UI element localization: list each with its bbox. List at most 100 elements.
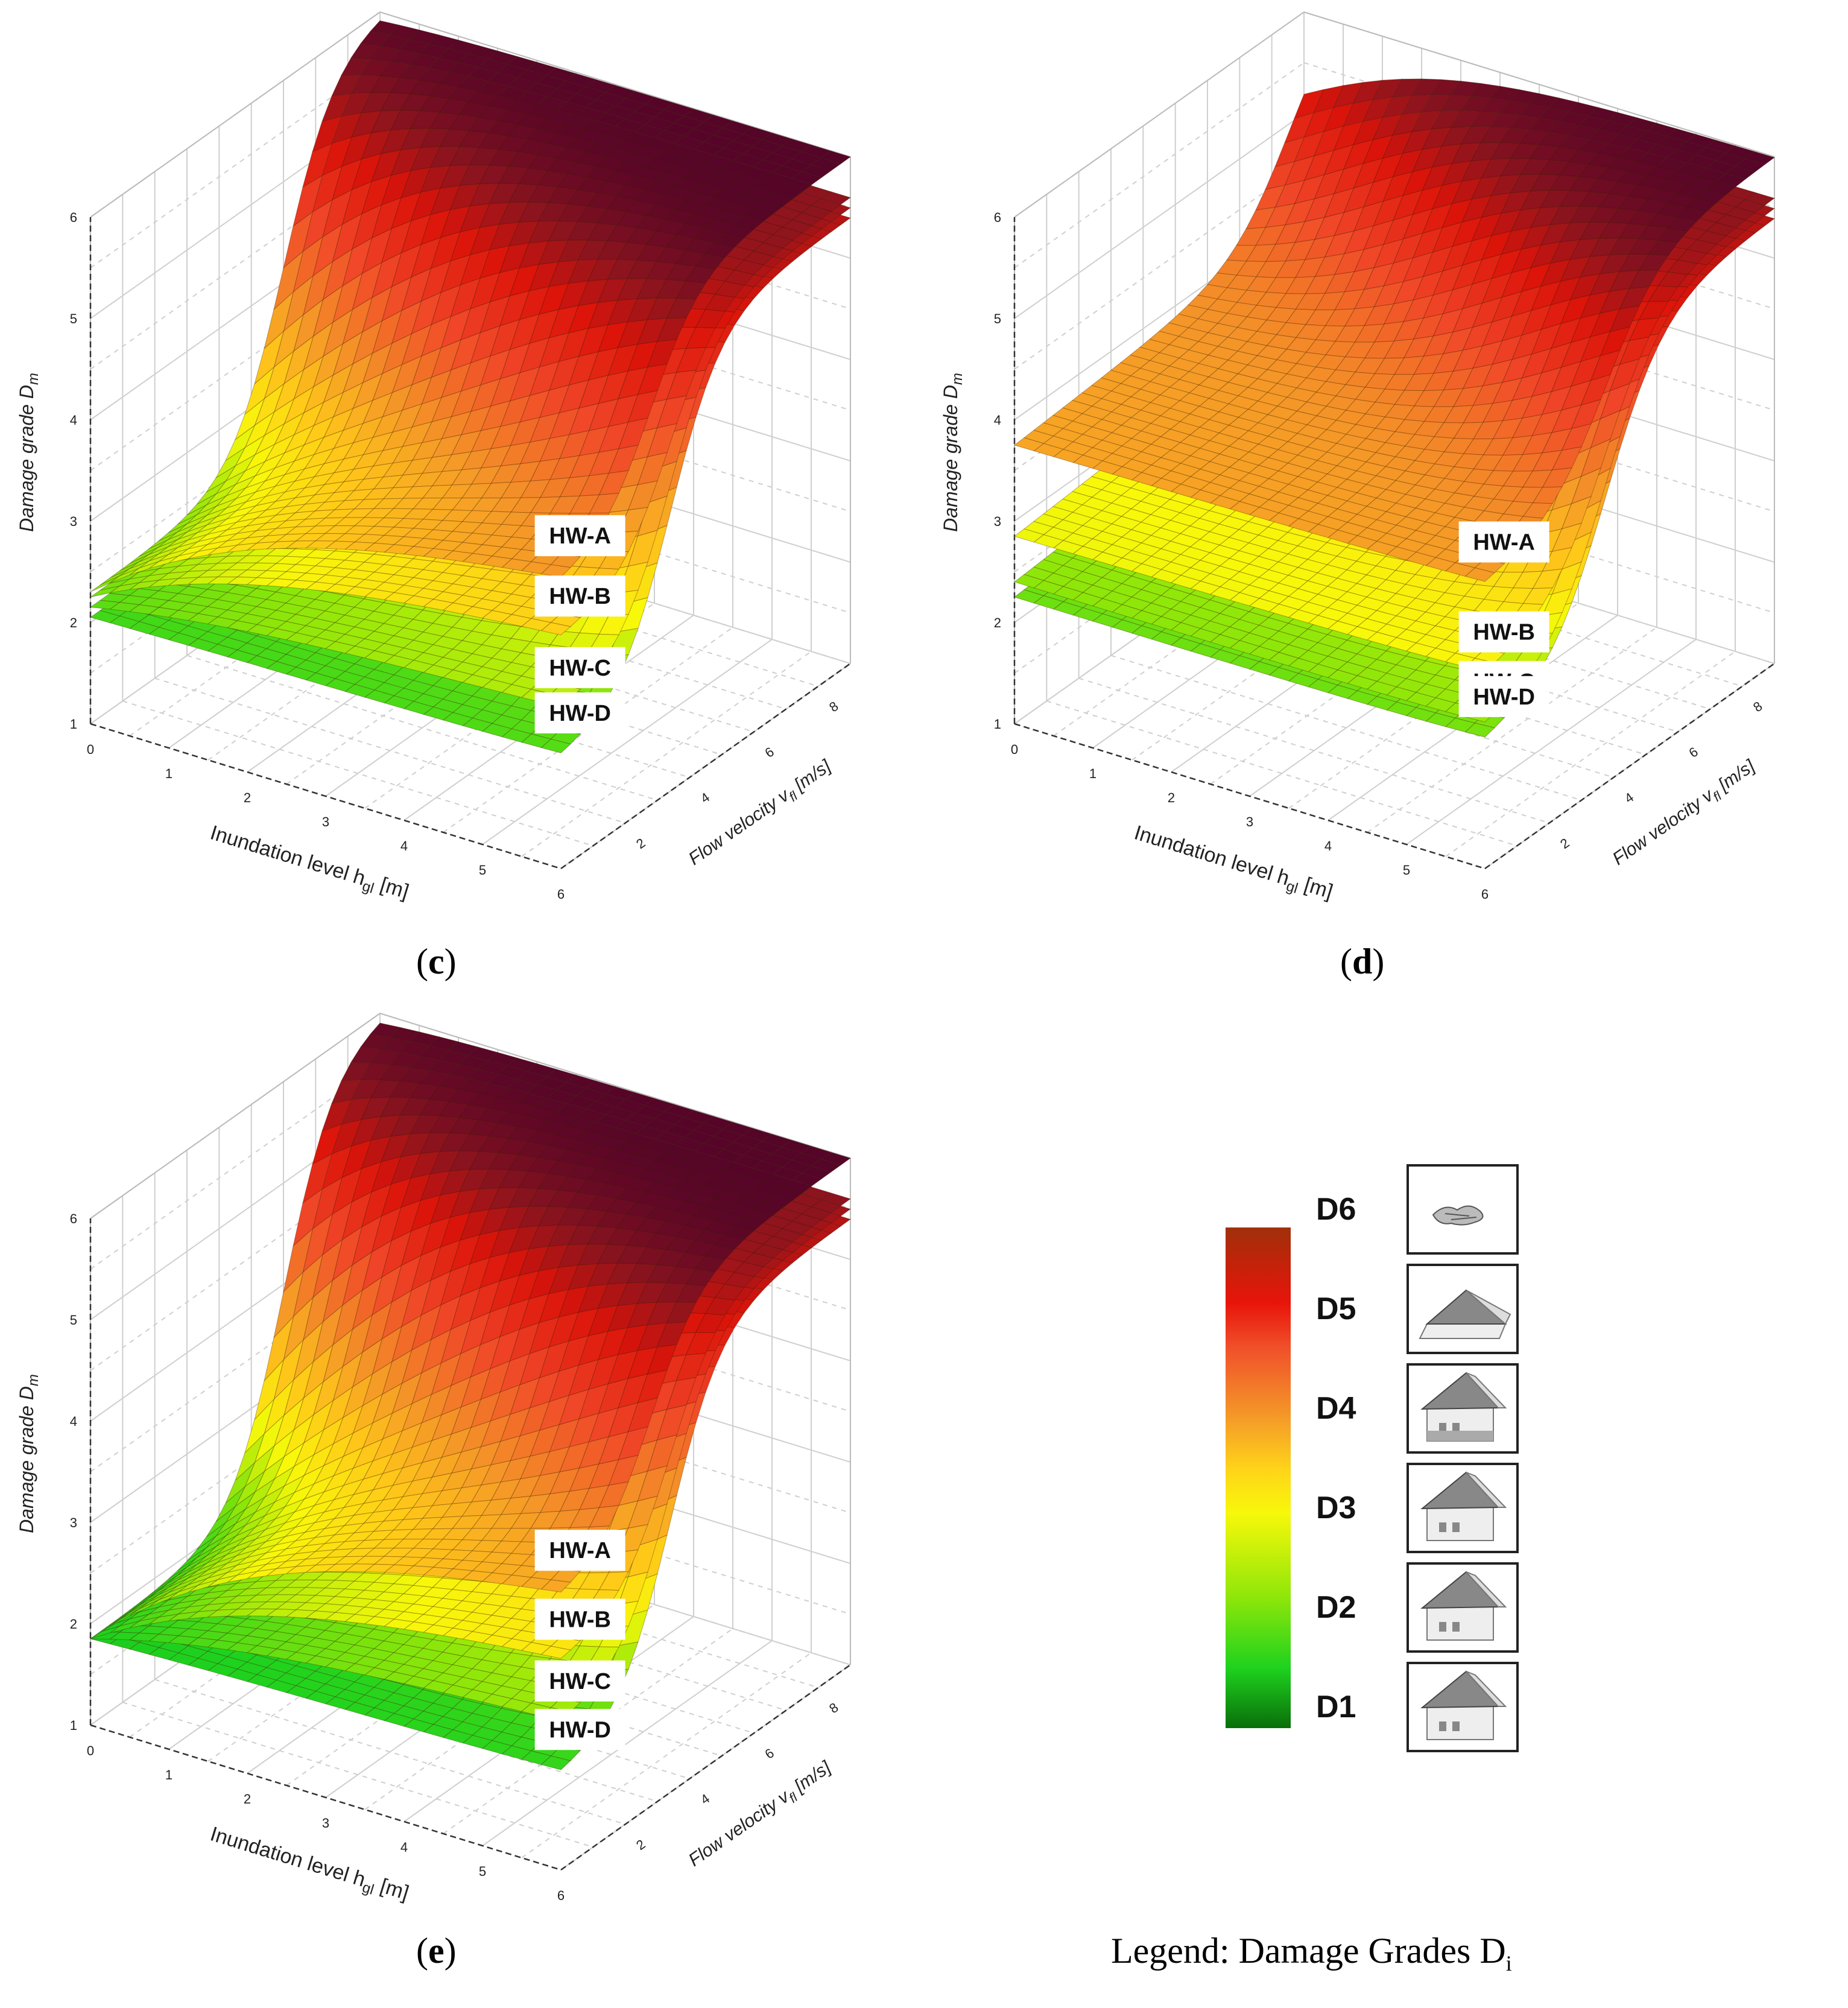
chart-panel-d: HW-AHW-BHW-CHW-D12345601234562468Damage … [924,0,1848,1001]
z-tick-label: 1 [70,717,77,732]
surface-label-hw-a: HW-A [1458,521,1549,563]
y-tick-label: 2 [1557,835,1572,852]
x-tick-label: 5 [479,1864,486,1879]
x-tick-label: 5 [1403,863,1410,878]
x-tick-label: 1 [165,1767,172,1782]
y-axis-title: Flow velocity vfl [m/s] [1609,756,1761,872]
surface-labels: HW-AHW-BHW-CHW-D [1458,521,1549,717]
z-tick-label: 3 [994,514,1001,529]
x-tick-label: 0 [87,742,94,757]
grade-label-d4: D4 [1316,1391,1356,1426]
x-tick-label: 1 [165,766,172,781]
x-tick-label: 1 [1089,766,1096,781]
grade-box-d3 [1407,1463,1519,1553]
x-tick-label: 0 [87,1743,94,1758]
y-tick-label: 6 [1686,744,1701,761]
z-tick-label: 1 [70,1718,77,1733]
x-tick-label: 4 [1324,838,1332,854]
z-axis-title: Damage grade Dm [16,373,42,532]
grade-box-d5 [1407,1264,1519,1354]
x-tick-label: 5 [479,863,486,878]
y-tick-label: 8 [826,698,841,715]
z-tick-label: 6 [994,210,1001,225]
surface-label-hw-a: HW-A [534,1530,625,1571]
y-tick-label: 2 [633,1837,648,1854]
surface-label-hw-d: HW-D [534,1709,625,1750]
y-tick-label: 4 [698,1791,712,1808]
x-axis-title: Inundation level hgl [m] [1130,821,1335,907]
surface-hw-a [90,20,852,592]
z-axis-title: Damage grade Dm [16,1374,42,1533]
y-tick-label: 6 [762,1745,777,1762]
x-tick-label: 0 [1011,742,1018,757]
x-tick-label: 6 [557,887,565,902]
z-tick-label: 4 [994,413,1001,428]
x-tick-label: 3 [322,1816,329,1831]
grade-label-d5: D5 [1316,1291,1356,1326]
z-tick-label: 5 [994,311,1001,326]
z-tick-label: 2 [70,615,77,630]
surface-label-hw-d: HW-D [534,692,625,733]
damage-colorbar [1226,1227,1291,1728]
z-tick-label: 1 [994,717,1001,732]
axes [89,1218,851,1871]
z-tick-label: 4 [70,413,77,428]
surface-plot-e: HW-AHW-BHW-CHW-D12345601234562468Damage … [16,1013,852,1908]
x-tick-label: 2 [244,790,251,805]
svg-text:HW-D: HW-D [549,701,611,726]
grade-label-d1: D1 [1316,1690,1356,1725]
surface-hw-a [90,1022,852,1639]
legend-caption: Legend: Damage Grades Di [1111,1931,1512,1975]
x-tick-label: 4 [400,1840,408,1855]
house-damaged-icon [1420,1372,1507,1442]
x-axis-title: Inundation level hgl [m] [206,821,411,907]
x-tick-label: 2 [244,1791,251,1807]
grade-label-d3: D3 [1316,1490,1356,1525]
surface-label-hw-b: HW-B [534,575,625,617]
svg-text:HW-B: HW-B [549,584,611,609]
z-tick-label: 2 [70,1617,77,1632]
z-tick-label: 4 [70,1414,77,1429]
x-tick-label: 4 [400,838,408,854]
house-icon [1420,1471,1507,1541]
grade-box-d1 [1407,1662,1519,1752]
grade-box-d2 [1407,1562,1519,1653]
z-tick-label: 3 [70,514,77,529]
svg-text:HW-C: HW-C [549,656,611,681]
grade-label-d2: D2 [1316,1590,1356,1625]
z-tick-label: 3 [70,1515,77,1530]
y-axis-title: Flow velocity vfl [m/s] [685,756,837,872]
surface-label-hw-c: HW-C [534,1660,625,1702]
y-tick-label: 2 [633,835,648,852]
x-tick-label: 3 [1246,814,1253,829]
house-icon [1420,1571,1507,1641]
z-tick-label: 2 [994,615,1001,630]
panel-caption-c: (c) [416,942,457,981]
debris-icon [1432,1205,1484,1226]
x-axis-title: Inundation level hgl [m] [206,1822,411,1908]
z-tick-label: 6 [70,210,77,225]
y-tick-label: 8 [826,1700,841,1717]
surface-labels: HW-A HW-B HW-C HW-D [534,515,625,733]
chart-panel-c: HW-A HW-B HW-C HW-D 1 2 3 4 5 6 0 1 2 3 4 5 6 2 4 6 8 Damage … [0,0,924,1001]
x-tick-label: 3 [322,814,329,829]
damage-grade-legend: D6 D5 D4 D3 D2 D1 Legend: Damage Grades Di [924,1001,1848,2008]
house-icon [1420,1670,1507,1740]
axes [89,217,851,870]
surface-plot-d: HW-AHW-BHW-CHW-D12345601234562468Damage … [940,11,1776,907]
svg-text:HW-A: HW-A [549,524,611,549]
x-tick-label: 2 [1168,790,1175,805]
y-axis-title: Flow velocity vfl [m/s] [685,1757,837,1873]
chart-panel-e: HW-A HW-B HW-C HW-D 1 2 3 4 5 6 0 1 2 3 4 5 6 2 4 6 8 Damage … [0,1001,924,2003]
z-tick-label: 6 [70,1211,77,1226]
collapsed-house-icon [1419,1289,1511,1339]
panel-caption-e: (e) [416,1931,457,1971]
surface-label-hw-d: HW-D [1458,676,1549,717]
panel-caption-d: (d) [1340,942,1385,981]
grade-box-d4 [1407,1363,1519,1454]
surface-hw-a [1013,78,1776,582]
z-tick-label: 5 [70,1313,77,1328]
z-axis-title: Damage grade Dm [940,373,966,532]
grade-label-d6: D6 [1316,1192,1356,1227]
